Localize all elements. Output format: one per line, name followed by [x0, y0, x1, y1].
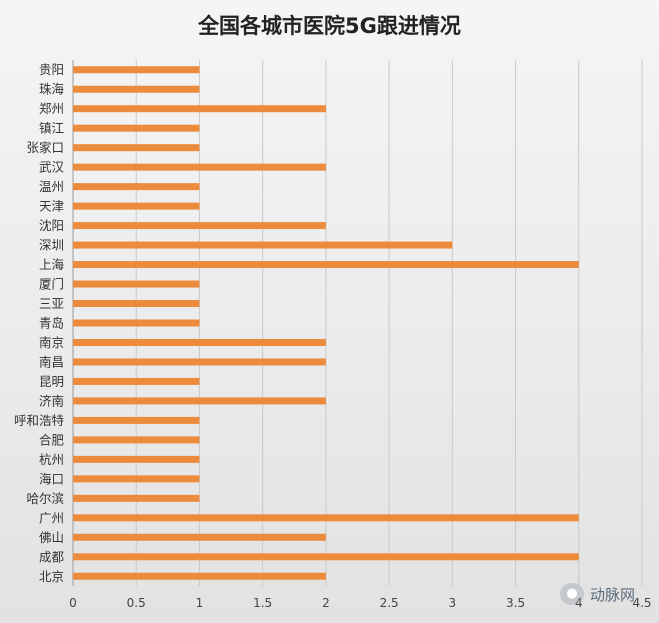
bar — [73, 222, 326, 230]
bar — [73, 319, 200, 327]
x-axis-ticks: 0 0.5 1 1.5 2 2.5 3 3.5 4 4.5 — [69, 596, 651, 610]
bar — [73, 338, 326, 346]
bar — [73, 514, 579, 522]
category-label: 北京 — [39, 569, 64, 584]
category-label: 广州 — [39, 510, 64, 525]
bar — [73, 553, 579, 561]
bar — [73, 416, 200, 424]
bar — [73, 455, 200, 463]
category-label: 成都 — [39, 549, 65, 564]
bar — [73, 494, 200, 502]
x-tick-label: 0.5 — [127, 596, 146, 610]
bar — [73, 261, 579, 269]
bars — [73, 66, 579, 580]
category-label: 昆明 — [39, 374, 64, 389]
category-label: 三亚 — [39, 296, 64, 311]
category-label: 济南 — [39, 393, 64, 408]
category-label: 合肥 — [39, 432, 65, 447]
category-label: 张家口 — [26, 140, 64, 155]
bar — [73, 300, 200, 308]
x-tick-label: 1.5 — [253, 596, 272, 610]
chart-title: 全国各城市医院5G跟进情况 — [198, 14, 461, 38]
bar — [73, 183, 200, 191]
category-label: 佛山 — [39, 530, 64, 545]
bar — [73, 202, 200, 210]
category-label: 镇江 — [39, 121, 64, 136]
x-tick-label: 0 — [69, 596, 77, 610]
bar — [73, 572, 326, 580]
category-label: 武汉 — [39, 160, 65, 175]
bar — [73, 241, 453, 249]
category-labels: 贵阳珠海郑州镇江张家口武汉温州天津沈阳深圳上海厦门三亚青岛南京南昌昆明济南呼和浩… — [14, 62, 65, 584]
x-tick-label: 2 — [322, 596, 330, 610]
category-label: 深圳 — [39, 238, 64, 253]
category-label: 南昌 — [39, 354, 64, 369]
category-label: 南京 — [39, 335, 64, 350]
category-label: 天津 — [39, 199, 64, 214]
bar — [73, 397, 326, 405]
category-label: 哈尔滨 — [26, 491, 64, 506]
category-label: 沈阳 — [39, 218, 64, 233]
category-label: 温州 — [39, 179, 64, 194]
bar — [73, 475, 200, 483]
x-tick-label: 3.5 — [506, 596, 525, 610]
bar — [73, 124, 200, 132]
bar — [73, 436, 200, 444]
x-tick-label: 1 — [196, 596, 204, 610]
x-tick-label: 4 — [575, 596, 583, 610]
bar — [73, 280, 200, 288]
bar — [73, 105, 326, 113]
bar — [73, 358, 326, 366]
bar — [73, 85, 200, 93]
category-label: 海口 — [39, 471, 64, 486]
bar — [73, 377, 200, 385]
category-label: 厦门 — [39, 277, 64, 292]
category-label: 青岛 — [39, 316, 64, 331]
watermark-text: 动脉网 — [590, 585, 636, 604]
x-tick-label: 2.5 — [380, 596, 399, 610]
wechat-bubble-icon: ● — [560, 583, 584, 605]
bar — [73, 533, 326, 541]
category-label: 珠海 — [39, 82, 65, 97]
category-label: 贵阳 — [39, 62, 64, 77]
bar — [73, 163, 326, 171]
category-label: 郑州 — [39, 101, 64, 116]
bar — [73, 144, 200, 152]
x-tick-label: 4.5 — [632, 596, 651, 610]
category-label: 呼和浩特 — [14, 413, 64, 428]
category-label: 上海 — [39, 257, 65, 272]
bar — [73, 66, 200, 74]
x-tick-label: 3 — [449, 596, 457, 610]
category-label: 杭州 — [39, 452, 64, 467]
watermark: ● 动脉网 — [560, 583, 635, 605]
